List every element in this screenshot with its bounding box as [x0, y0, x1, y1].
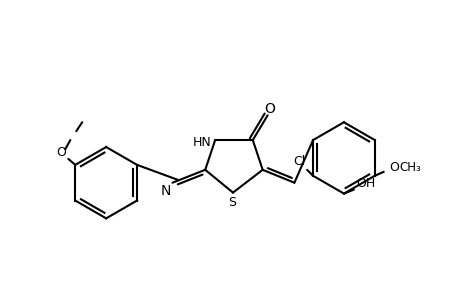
Text: CH₃: CH₃: [399, 161, 420, 174]
Text: Cl: Cl: [292, 155, 305, 168]
Text: O: O: [263, 102, 274, 116]
Text: S: S: [228, 196, 235, 209]
Text: HN: HN: [192, 136, 211, 148]
Text: OH: OH: [355, 177, 375, 190]
Text: O: O: [56, 146, 66, 160]
Text: O: O: [389, 161, 399, 174]
Text: N: N: [160, 184, 170, 198]
